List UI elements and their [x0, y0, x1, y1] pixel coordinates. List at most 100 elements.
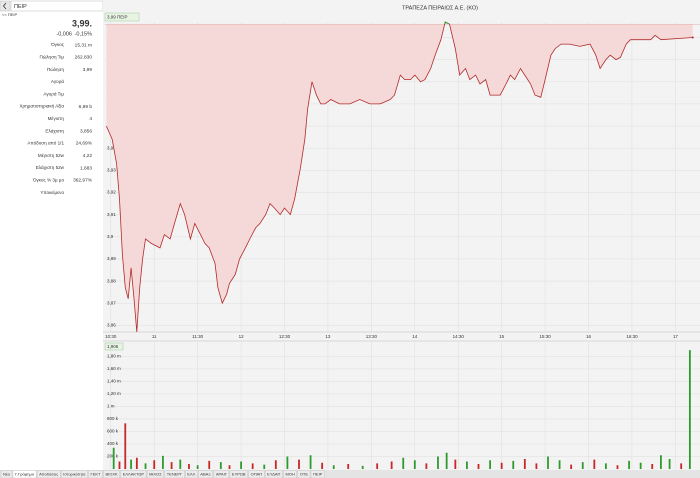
volume-bar: [402, 457, 405, 469]
y-tick-label: 800 k: [107, 416, 119, 421]
tab-label: ΟΤΕ: [300, 472, 309, 477]
volume-bar: [263, 464, 266, 469]
tab[interactable]: Νέα: [0, 470, 13, 478]
tab-label: ΑΒΑΞ: [200, 472, 211, 477]
tab[interactable]: ΜΟΗ: [283, 470, 297, 478]
tab-label: Ιστορικότητα: [63, 472, 86, 477]
tab-bg: [248, 470, 265, 478]
back-button[interactable]: [0, 0, 11, 12]
x-tick-label: 11: [152, 334, 157, 339]
x-tick-label: 12: [239, 334, 245, 339]
field-label: Μέγιστη: [48, 115, 65, 121]
tab-label: ΕΥΡΩΒ: [232, 472, 246, 477]
field-label: Απόδοση από 1/1: [27, 140, 64, 146]
volume-bar: [477, 463, 480, 469]
volume-bar: [616, 465, 619, 469]
area-below: [106, 24, 693, 332]
volume-bar: [170, 462, 173, 469]
tab[interactable]: ΕΥΔΑΠ: [264, 470, 283, 478]
tab-label: ΕΛΛ: [187, 472, 195, 477]
field-value: 262.830: [75, 55, 93, 61]
tab-bg: [61, 470, 88, 478]
tab[interactable]: ΤΕΝΕΡΓ: [164, 470, 185, 478]
tab-bg: [198, 470, 214, 478]
tab-label: ΜΙΛΟΣ: [149, 472, 162, 477]
tab[interactable]: ΑΒΑΞ: [198, 470, 214, 478]
field-value: 4: [89, 116, 92, 122]
volume-bar: [680, 463, 683, 469]
volume-bar: [535, 463, 538, 469]
x-tick-label: 11:30: [192, 334, 203, 339]
y-tick-label: 3,88: [107, 278, 116, 283]
x-tick-label: 13:30: [366, 334, 378, 339]
volume-bar: [489, 460, 491, 469]
field-label: Όγκος % 3μ μο: [32, 178, 65, 183]
volume-bar: [196, 465, 199, 469]
chart-title: ΤΡΑΠΕΖΑ ΠΕΙΡΑΙΩΣ Α.Ε. (ΚΟ): [402, 5, 478, 11]
tab[interactable]: ΠΕΙΡ: [310, 470, 325, 478]
tab[interactable]: Ιστορικότητα: [61, 470, 88, 478]
side-panel: [0, 0, 103, 470]
x-tick-label: 10:30: [105, 334, 117, 339]
tab-label: ΜΟΗ: [285, 472, 294, 477]
x-tick-label: 14:30: [453, 334, 465, 339]
volume-bar: [208, 460, 211, 469]
field-value: 3,99: [83, 67, 93, 73]
volume-bar: [347, 463, 350, 469]
field-value: 362,97%: [73, 178, 93, 184]
y-tick-label: 3,86: [107, 323, 116, 328]
volume-bar: [251, 463, 254, 469]
volume-bar: [188, 463, 190, 469]
volume-bar: [570, 464, 573, 469]
tab[interactable]: Γ.Γράφημα: [12, 470, 37, 478]
price: 3,99.: [72, 18, 92, 28]
volume-bar: [628, 460, 630, 469]
volume-bar: [425, 463, 428, 469]
tab[interactable]: ΒΙΟΧΚ: [103, 470, 120, 478]
volume-bar: [332, 465, 335, 469]
y-tick-label: 3,94: [107, 145, 116, 150]
y-tick-label: 1,80 m: [107, 354, 121, 359]
y-tick-label: 1 m: [107, 404, 115, 409]
volume-bar: [124, 423, 127, 469]
volume-bar: [153, 460, 156, 469]
tab[interactable]: ΟΠΑΠ: [248, 470, 265, 478]
volume-bar: [523, 458, 526, 469]
tab[interactable]: ΕΛΛ: [185, 470, 198, 478]
x-tick-label: 14: [412, 334, 418, 339]
field-label: Αγορά: [51, 78, 64, 84]
field-label: Πώληση: [47, 66, 65, 72]
tab[interactable]: ΕΥΡΩΒ: [229, 470, 248, 478]
volume-bar: [240, 461, 242, 469]
tab[interactable]: ΕΛΛΑΚΤΩΡ: [120, 470, 147, 478]
tab-bg: [283, 470, 297, 478]
tab[interactable]: ΟΤΕ: [297, 470, 311, 478]
volume-bar: [135, 457, 138, 469]
volume-bar: [361, 465, 364, 469]
tab-bg: [264, 470, 283, 478]
x-tick-label: 16:30: [626, 334, 638, 339]
tab-label: ΕΥΔΑΠ: [267, 472, 280, 477]
x-tick-label: 16: [586, 334, 592, 339]
volume-bar: [413, 460, 416, 469]
field-label: Χρηματιστηριακή Αξία: [19, 103, 64, 110]
field-value: 24,69%: [76, 141, 93, 147]
tab-bg: [310, 470, 325, 478]
field-label: Ελάχιστη 52w: [36, 164, 65, 170]
tab-label: ΟΠΑΠ: [251, 472, 263, 477]
volume-bar: [668, 458, 671, 469]
volume-bar: [144, 463, 147, 469]
y-tick-label: 3,92: [107, 190, 116, 195]
x-tick-label: 15:30: [539, 334, 551, 339]
tab-bg: [229, 470, 248, 478]
tab[interactable]: ΓΕΚΤ: [88, 470, 103, 478]
tab-bg: [146, 470, 164, 478]
breadcrumb[interactable]: << ΠΕΙΡ: [2, 12, 17, 17]
volume-bar: [309, 455, 312, 469]
tab[interactable]: ΜΙΛΟΣ: [146, 470, 164, 478]
tab[interactable]: ΑΡΑΙΓ: [213, 470, 230, 478]
volume-bar: [500, 462, 503, 469]
tab[interactable]: Αποδόσεις: [36, 470, 61, 478]
tab-bg: [185, 470, 198, 478]
